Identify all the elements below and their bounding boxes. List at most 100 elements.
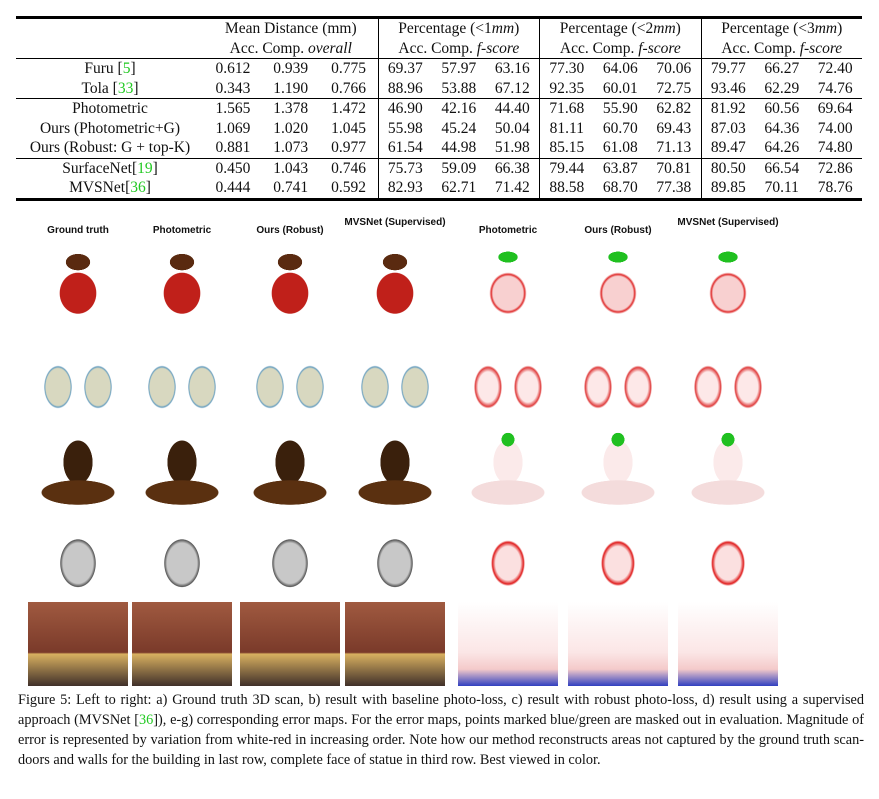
table-cell: 72.86 [808, 157, 862, 178]
table-cell: 1.378 [261, 98, 320, 119]
reconstruction-image-doll [345, 247, 445, 331]
table-cell: 64.36 [764, 119, 800, 137]
table-cell: 89.85 [700, 178, 756, 201]
error-map-image-kettle [678, 517, 778, 601]
table-cell: 75.73 [377, 157, 433, 178]
table-cell: 44.40 [485, 98, 540, 119]
table-cell: 71.13 [656, 139, 692, 156]
sub-header: Acc. Comp. f-score [700, 38, 862, 59]
reconstruction-image-cans [345, 345, 445, 429]
header-empty [16, 16, 204, 39]
table-cell: 1.043 [261, 157, 320, 178]
citation-link[interactable]: 36 [130, 179, 146, 196]
error-map-image-kettle [568, 517, 668, 601]
reconstruction-image-building [240, 602, 340, 686]
table-cell: 72.40 [808, 58, 862, 79]
reconstruction-image-building [132, 602, 232, 686]
table-cell: 66.54 [755, 157, 809, 178]
table-cell: 60.56 [755, 98, 809, 119]
table-cell: 82.93 [377, 178, 433, 201]
table-cell: 61.54 [377, 138, 433, 158]
error-map-image-building [568, 602, 668, 686]
table-cell: 62.82 [646, 98, 702, 119]
citation-link[interactable]: 5 [122, 60, 131, 77]
table-cell: 1.073 [273, 139, 309, 156]
error-map-image-doll [458, 247, 558, 331]
figure-column-label: Photometric [478, 225, 538, 236]
table-cell: 78.76 [808, 178, 862, 201]
table-cell: 72.75 [656, 79, 692, 97]
error-map-image-doll [678, 247, 778, 331]
error-map-image-cans [458, 345, 558, 429]
table-cell: 81.92 [700, 98, 756, 119]
reconstruction-image-statue [240, 427, 340, 511]
table-cell: 87.03 [700, 118, 756, 138]
reconstruction-image-kettle [345, 517, 445, 601]
reconstruction-image-doll [28, 247, 128, 331]
figure-column-label: Ground truth [47, 225, 109, 236]
table-cell: 50.04 [494, 119, 530, 137]
table-cell: 70.06 [646, 58, 702, 79]
table-row: Ours (Photometric+G) 1.069 1.020 1.045 55.98… [16, 118, 862, 138]
table-cell: 79.77 [700, 58, 756, 79]
table-cell: 1.190 [273, 79, 309, 97]
results-table: Mean Distance (mm) Percentage (<1mm) Perce… [16, 16, 862, 201]
table-cell: 42.16 [432, 98, 486, 119]
caption-text: ]), e-g) corresponding error maps. For t… [18, 712, 864, 768]
table-cell: 45.24 [441, 119, 477, 137]
table-cell: 59.09 [432, 157, 486, 178]
figure-column-label: MVSNet (Supervised) [677, 217, 779, 228]
citation-link[interactable]: 36 [138, 712, 154, 728]
table-cell: 64.26 [764, 139, 800, 156]
table-cell: 0.977 [331, 139, 366, 156]
citation-link[interactable]: 33 [117, 79, 134, 97]
table-cell: 71.42 [485, 178, 540, 201]
reconstruction-image-doll [240, 247, 340, 331]
table-cell: 77.38 [646, 178, 702, 201]
error-map-image-building [458, 602, 558, 686]
table-cell: 92.35 [539, 78, 594, 99]
table-cell: 0.766 [331, 79, 366, 97]
table-cell: 62.71 [432, 178, 486, 201]
table-cell: 93.46 [700, 78, 756, 99]
reconstruction-image-cans [240, 345, 340, 429]
table-cell: 74.80 [817, 139, 853, 156]
table-cell: 61.08 [602, 139, 638, 156]
figure-column-label: MVSNet (Supervised) [344, 217, 446, 228]
reconstruction-image-kettle [132, 517, 232, 601]
table-cell: 66.27 [755, 58, 809, 79]
table-cell: 63.87 [593, 157, 647, 178]
table-row: MVSNet[36] 0.444 0.741 0.592 82.93 62.71 71.42… [16, 178, 862, 201]
table-cell: 88.96 [377, 78, 433, 99]
error-map-image-cans [678, 345, 778, 429]
table-cell: 81.11 [539, 118, 594, 138]
method-name: Photometric [16, 98, 204, 119]
reconstruction-image-statue [28, 427, 128, 511]
citation-link[interactable]: 19 [137, 159, 153, 177]
table-cell: 60.70 [602, 119, 638, 137]
table-cell: 67.12 [494, 79, 530, 97]
method-name: Tola [33] [81, 79, 139, 97]
table-cell: 69.64 [808, 98, 862, 119]
table-cell: 74.76 [817, 79, 853, 97]
table-cell: 55.98 [377, 118, 433, 138]
table-cell: 0.775 [319, 58, 379, 79]
table-cell: 85.15 [539, 138, 594, 158]
caption-text: Figure 5: Left to right: a) Ground truth… [18, 692, 864, 728]
group-header: Percentage (<2mm) [539, 16, 702, 39]
error-map-image-kettle [458, 517, 558, 601]
table-cell: 70.81 [646, 157, 702, 178]
table-cell: 1.045 [331, 119, 366, 137]
reconstruction-image-cans [132, 345, 232, 429]
table-cell: 57.97 [432, 58, 486, 79]
table-cell: 0.741 [261, 178, 320, 201]
table-cell: 51.98 [494, 139, 530, 156]
table-cell: 63.16 [485, 58, 540, 79]
table-cell: 1.565 [204, 98, 262, 119]
table-cell: 55.90 [593, 98, 647, 119]
method-name: Ours (Robust: G + top-K) [29, 139, 191, 156]
error-map-image-statue [458, 427, 558, 511]
sub-header: Acc. Comp. f-score [539, 38, 702, 59]
table-cell: 0.939 [261, 58, 320, 79]
table-cell: 60.01 [602, 79, 638, 97]
